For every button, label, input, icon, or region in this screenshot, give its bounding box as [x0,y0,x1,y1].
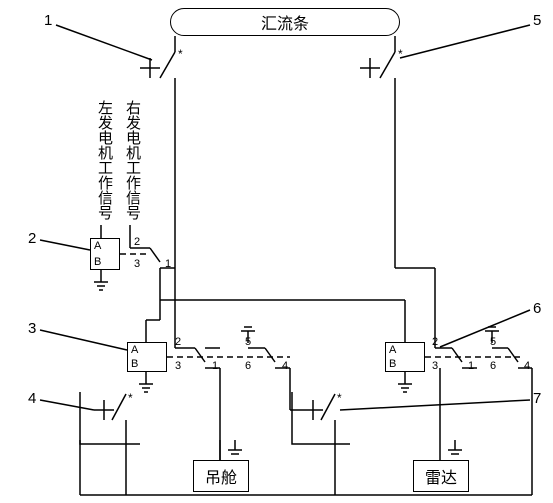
relay6-p3: 3 [432,360,438,372]
callout-7: 7 [533,390,541,407]
svg-text:*: * [398,47,403,61]
relay6-p5: 5 [490,336,496,348]
wiring-svg: * * [0,0,553,503]
relay6-p4: 4 [524,360,530,372]
svg-text:*: * [337,391,342,405]
relay3-p3: 3 [175,360,181,372]
callout-1: 1 [44,12,52,29]
relay6-A: A [389,344,396,356]
callout-5: 5 [533,12,541,29]
relay2-p3: 3 [134,258,140,270]
relay6-p6: 6 [490,360,496,372]
callout-2: 2 [28,230,36,247]
relay2-p2: 2 [134,236,140,248]
relay3-A: A [131,344,138,356]
relay3-p5: 5 [245,336,251,348]
relay3-p1: 1 [212,360,218,372]
relay3-p2: 2 [175,336,181,348]
relay6-p1: 1 [468,360,474,372]
relay3-p6: 6 [245,360,251,372]
relay6-p2: 2 [432,336,438,348]
relay6-B: B [389,358,396,370]
relay3-B: B [131,358,138,370]
relay2-B: B [94,256,101,268]
svg-text:*: * [128,391,133,405]
relay2-A: A [94,240,101,252]
callout-4: 4 [28,390,36,407]
svg-text:*: * [178,47,183,61]
relay3-p4: 4 [282,360,288,372]
relay2-p1: 1 [165,258,171,270]
callout-6: 6 [533,300,541,317]
callout-3: 3 [28,320,36,337]
wiring-diagram: 汇流条 左发电机工作信号 右发电机工作信号 吊舱 雷达 * * [0,0,553,503]
